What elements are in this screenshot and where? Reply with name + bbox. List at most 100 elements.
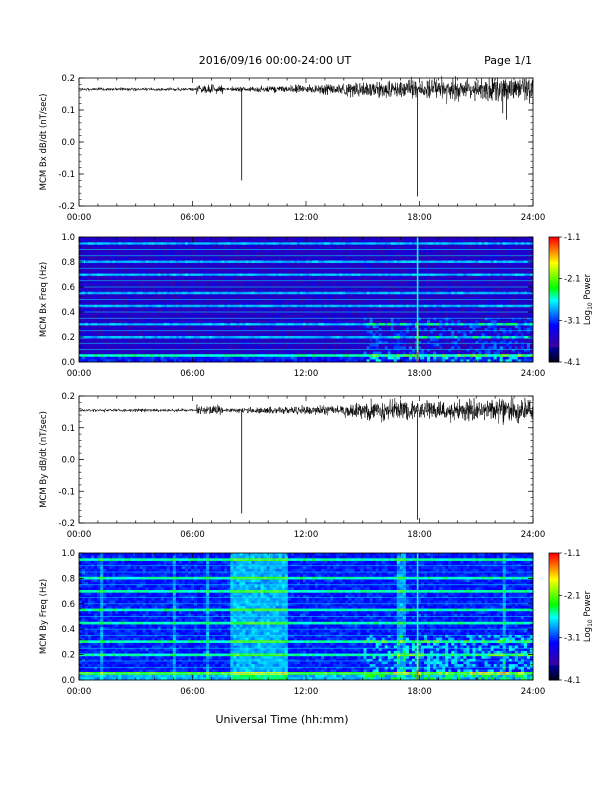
heat-cell (321, 250, 325, 254)
heat-cell (103, 294, 107, 298)
heat-cell (302, 359, 307, 363)
heat-cell (88, 286, 92, 290)
heat-cell (109, 356, 113, 360)
heat-cell (169, 351, 174, 355)
heat-cell (172, 328, 177, 332)
heat-cell (190, 273, 195, 277)
heat-cell (151, 276, 156, 280)
heat-cell (287, 343, 292, 347)
heat-cell (263, 281, 268, 285)
heat-cell (239, 356, 243, 360)
heat-cell (106, 356, 110, 360)
heat-cell (309, 252, 313, 256)
heat-cell (330, 237, 334, 240)
heat-cell (91, 263, 95, 267)
heat-cell (263, 296, 268, 300)
heat-cell (242, 244, 246, 248)
heat-cell (190, 346, 195, 350)
heat-cell (157, 338, 162, 342)
heat-cell (209, 356, 213, 360)
heat-cell (287, 270, 292, 274)
heat-cell (312, 255, 316, 259)
heat-cell (82, 268, 86, 272)
heat-cell (312, 276, 316, 280)
heat-cell (375, 320, 380, 324)
heat-cell (357, 239, 361, 243)
heat-cell (224, 276, 228, 280)
heat-cell (366, 346, 370, 350)
heat-cell (290, 343, 295, 347)
heat-cell (224, 346, 228, 350)
heat-cell (296, 283, 301, 287)
heat-cell (130, 317, 134, 321)
heat-cell (366, 252, 370, 256)
heat-cell (109, 299, 113, 303)
heat-cell (227, 341, 231, 345)
heat-cell (206, 268, 210, 272)
heat-cell (330, 255, 334, 259)
heat-cell (309, 312, 313, 316)
heat-cell (248, 333, 252, 337)
heat-cell (251, 255, 255, 259)
heat-cell (287, 346, 292, 350)
heat-cell (351, 265, 355, 269)
heat-cell (97, 265, 101, 269)
heat-cell (169, 315, 174, 319)
heat-cell (327, 335, 331, 339)
heat-cell (248, 335, 252, 339)
heat-cell (169, 341, 174, 345)
heat-cell (106, 341, 110, 345)
heat-cell (133, 252, 137, 256)
heat-cell (148, 343, 153, 347)
heat-cell (163, 257, 168, 261)
heat-cell (197, 276, 201, 280)
heat-cell (242, 335, 246, 339)
heat-cell (366, 273, 370, 277)
heat-cell (230, 237, 234, 240)
heat-cell (215, 309, 219, 313)
heat-cell (169, 312, 174, 316)
heat-cell (239, 276, 243, 280)
heat-cell (290, 315, 295, 319)
heat-cell (97, 263, 101, 267)
heat-cell (136, 302, 140, 306)
heat-cell (118, 252, 122, 256)
heat-cell (245, 296, 249, 300)
heat-cell (127, 281, 131, 285)
heat-cell (287, 317, 292, 321)
heat-cell (287, 268, 292, 272)
heat-cell (151, 304, 156, 308)
heat-cell (366, 250, 370, 254)
heat-cell (118, 278, 122, 282)
heat-cell (212, 239, 216, 243)
heat-cell (175, 247, 180, 251)
heat-cell (221, 335, 225, 339)
heat-cell (318, 273, 322, 277)
heat-cell (169, 270, 174, 274)
heat-cell (236, 317, 240, 321)
heat-cell (375, 346, 380, 350)
heat-cell (106, 250, 110, 254)
heat-cell (124, 312, 128, 316)
heat-cell (160, 281, 165, 285)
heat-cell (227, 302, 231, 306)
heat-cell (248, 283, 252, 287)
heat-cell (299, 315, 304, 319)
heat-cell (245, 255, 249, 259)
heat-cell (242, 281, 246, 285)
heat-cell (100, 356, 104, 360)
heat-cell (357, 315, 361, 319)
heat-cell (363, 335, 367, 339)
heat-cell (257, 335, 261, 339)
heat-cell (100, 294, 104, 298)
heat-cell (94, 348, 98, 352)
heat-cell (88, 299, 92, 303)
heat-cell (278, 346, 283, 350)
heat-cell (133, 351, 137, 355)
heat-cell (215, 307, 219, 311)
heat-cell (281, 242, 286, 246)
heat-cell (163, 348, 168, 352)
heat-cell (333, 265, 337, 269)
heat-cell (178, 351, 183, 355)
heat-cell (88, 255, 92, 259)
